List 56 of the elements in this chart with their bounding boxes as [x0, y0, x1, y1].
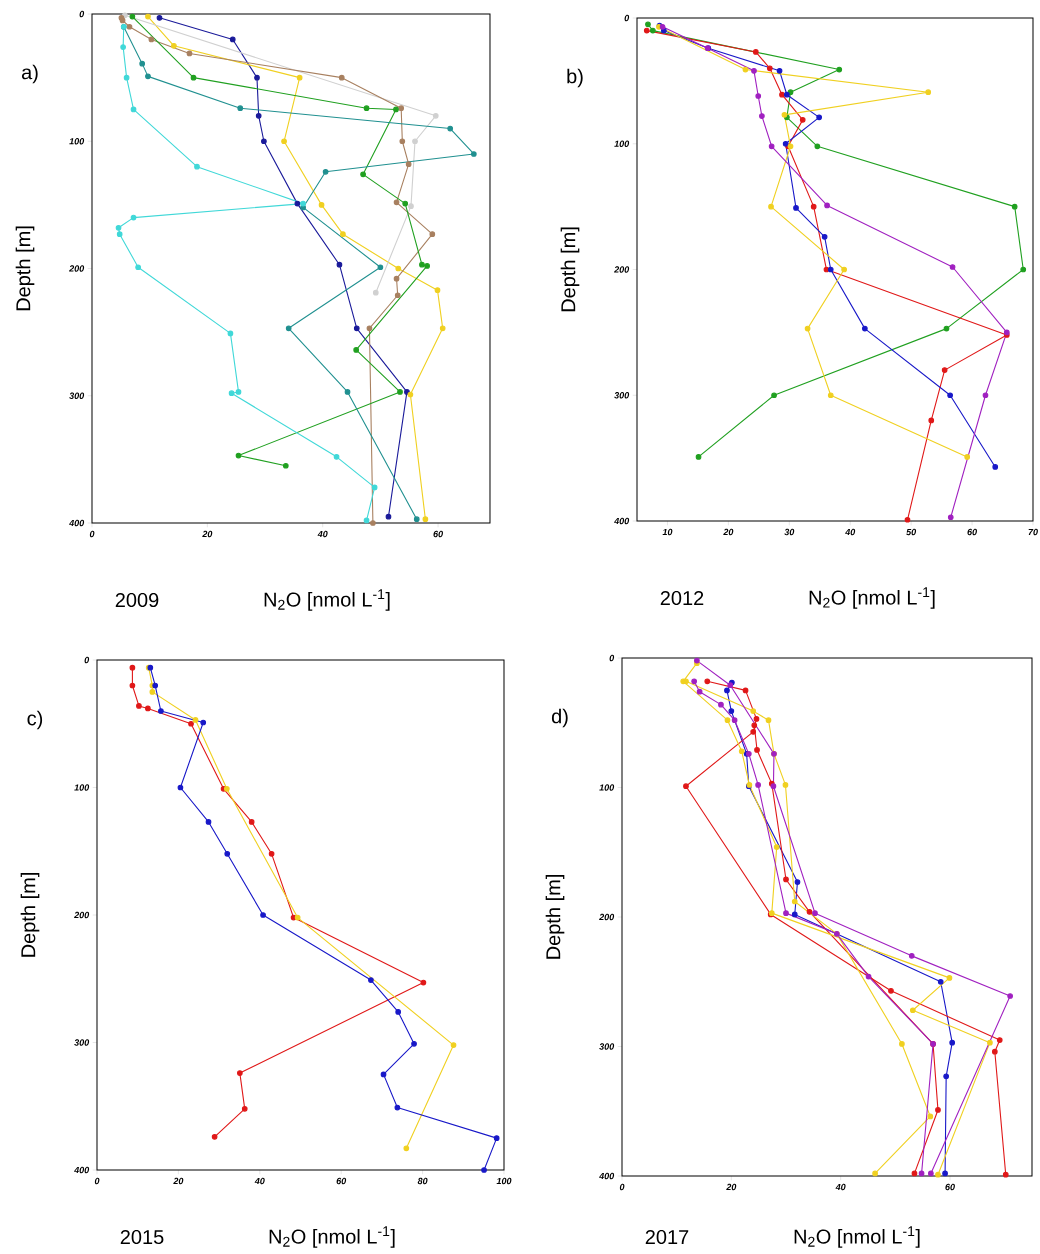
text: 2012 [660, 590, 704, 606]
x-tick-label: 60 [967, 528, 977, 536]
y-axis-title: Depth [m] [545, 875, 565, 959]
x-tick-label: 60 [433, 530, 443, 538]
x-axis-title: N$_{2}$O [nmol L$^{-1}$] [809, 587, 935, 609]
y-tick-label: 0 [79, 10, 85, 18]
x-tick-label: 70 [1028, 528, 1038, 536]
x-tick-label: 0 [89, 530, 95, 538]
y-tick-label: 400 [69, 519, 85, 527]
text: 2017 [645, 1229, 689, 1245]
y-tick-label: 200 [69, 265, 85, 272]
x-axis-title: N$_{2}$O [nmol L$^{-1}$] [269, 1226, 395, 1248]
x-tick-label: 0 [94, 1177, 100, 1185]
y-tick-label: 400 [599, 1172, 615, 1180]
y-tick-label: 200 [599, 913, 615, 921]
text: a) [21, 64, 38, 84]
x-axis-title: N$_{2}$O [nmol L$^{-1}$] [264, 589, 390, 611]
y-tick-label: 300 [74, 1039, 90, 1046]
x-axis-title: N$_{2}$O [nmol L$^{-1}$] [794, 1226, 920, 1248]
y-axis-title: Depth [m] [15, 226, 35, 311]
y-tick-label: 200 [74, 911, 90, 919]
y-axis-title: Depth [m] [560, 227, 580, 312]
x-tick-label: 40 [317, 530, 328, 538]
y-tick-label: 400 [74, 1166, 90, 1174]
y-tick-label: 0 [624, 14, 630, 22]
x-tick-label: 20 [726, 1183, 737, 1191]
x-tick-label: 60 [945, 1183, 955, 1191]
text: 2009 [115, 592, 159, 608]
y-tick-label: 0 [609, 654, 615, 662]
x-tick-label: 10 [662, 528, 673, 536]
y-tick-label: 100 [599, 784, 615, 791]
y-tick-label: 400 [614, 517, 630, 525]
text: b) [567, 68, 583, 88]
y-tick-label: 100 [614, 140, 630, 147]
y-tick-label: 100 [69, 138, 85, 145]
x-tick-label: 40 [254, 1177, 265, 1185]
x-tick-label: 20 [723, 528, 734, 536]
text: c) [27, 710, 43, 730]
x-tick-label: 50 [906, 528, 917, 536]
y-tick-label: 0 [84, 656, 90, 664]
y-tick-label: 200 [614, 266, 630, 273]
y-tick-label: 300 [599, 1043, 615, 1050]
x-tick-label: 100 [496, 1177, 512, 1185]
x-tick-label: 20 [202, 530, 213, 538]
x-tick-label: 30 [784, 528, 795, 536]
text: d) [551, 708, 568, 728]
x-tick-label: 40 [835, 1183, 846, 1191]
y-axis-title: Depth [m] [20, 873, 40, 957]
x-tick-label: 40 [845, 528, 856, 536]
x-tick-label: 80 [417, 1177, 428, 1185]
y-tick-label: 100 [74, 784, 90, 791]
x-tick-label: 20 [173, 1177, 184, 1185]
y-tick-label: 300 [614, 392, 630, 399]
x-tick-label: 60 [336, 1177, 347, 1185]
text: 2015 [120, 1229, 164, 1245]
y-tick-label: 300 [69, 392, 85, 399]
